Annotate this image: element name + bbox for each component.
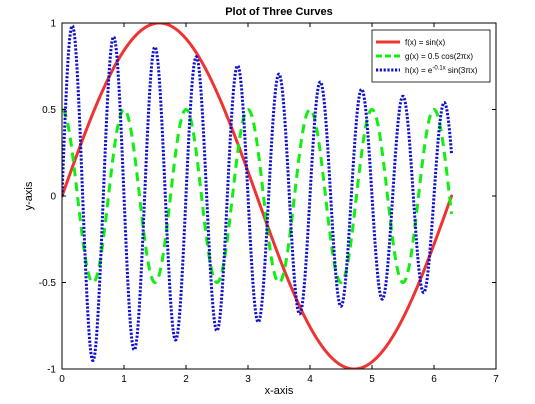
x-axis-title: x-axis — [265, 385, 294, 397]
y-tick-label: 1 — [50, 19, 56, 30]
x-tick-label: 3 — [245, 374, 251, 385]
series-line-2 — [62, 108, 454, 284]
chart-title: Plot of Three Curves — [225, 6, 333, 18]
legend-label-1: f(x) = sin(x) — [405, 38, 446, 47]
legend-label-superscript: -0.1x — [432, 66, 445, 72]
legend-label-part: sin(3πx) — [446, 66, 478, 75]
x-tick-label: 6 — [431, 374, 437, 385]
legend-label-2: g(x) = 0.5 cos(2πx) — [405, 52, 473, 61]
y-axis-title: y-axis — [23, 181, 35, 210]
y-axis: -1 -0.5 0 0.5 1 — [39, 19, 496, 376]
x-tick-label: 1 — [121, 374, 127, 385]
x-axis: 0 1 2 3 4 5 6 7 — [59, 23, 499, 385]
series-line-1 — [62, 23, 454, 369]
legend-box — [371, 29, 491, 83]
x-tick-label: 7 — [493, 374, 499, 385]
legend: f(x) = sin(x) g(x) = 0.5 cos(2πx) h(x) = e… — [371, 29, 491, 83]
x-tick-label: 5 — [369, 374, 375, 385]
y-tick-label: -1 — [47, 365, 56, 376]
y-tick-label: 0.5 — [42, 105, 56, 116]
legend-label-part: h(x) = e — [405, 66, 433, 75]
y-tick-label: 0 — [50, 192, 56, 203]
x-tick-label: 4 — [307, 374, 313, 385]
y-tick-label: -0.5 — [39, 278, 57, 289]
series-layer — [62, 23, 454, 369]
series-line-3 — [62, 24, 454, 363]
legend-label-3: h(x) = e-0.1x sin(3πx) — [405, 66, 478, 76]
x-tick-label: 0 — [59, 374, 65, 385]
x-tick-label: 2 — [183, 374, 189, 385]
